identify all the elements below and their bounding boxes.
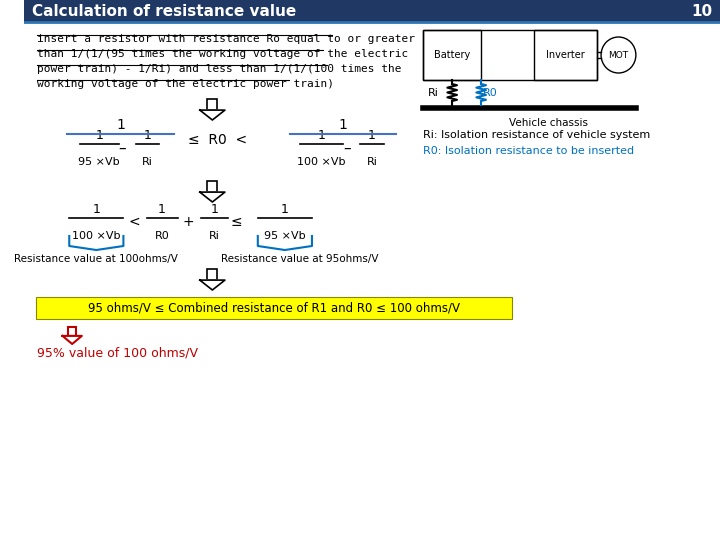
Text: 95 ×Vb: 95 ×Vb [78, 157, 120, 167]
Text: R0: Isolation resistance to be inserted: R0: Isolation resistance to be inserted [423, 146, 634, 156]
Text: 1: 1 [368, 129, 376, 142]
Text: 95 ohms/V ≤ Combined resistance of R1 and R0 ≤ 100 ohms/V: 95 ohms/V ≤ Combined resistance of R1 an… [89, 301, 460, 314]
FancyBboxPatch shape [37, 297, 512, 319]
Text: power train) - 1/Ri) and less than 1/(1/(100 times the: power train) - 1/Ri) and less than 1/(1/… [37, 64, 402, 74]
Text: Vehicle chassis: Vehicle chassis [508, 118, 588, 128]
Bar [68, 327, 76, 336]
Text: 95 ×Vb: 95 ×Vb [264, 231, 306, 241]
Text: Ri: Ri [209, 231, 220, 241]
Text: –: – [343, 140, 351, 156]
Text: 100 ×Vb: 100 ×Vb [72, 231, 120, 241]
Text: +: + [182, 215, 194, 229]
Text: R0: R0 [155, 231, 169, 241]
Text: Ri: Ri [366, 157, 377, 167]
Text: R0: R0 [483, 87, 498, 98]
Text: 1: 1 [318, 129, 325, 142]
Bar [207, 181, 217, 192]
Bar [24, 0, 720, 21]
Text: 1: 1 [210, 203, 218, 216]
Polygon shape [199, 192, 225, 202]
Text: 1: 1 [158, 203, 166, 216]
Text: 10: 10 [691, 3, 712, 18]
Text: Calculation of resistance value: Calculation of resistance value [32, 3, 296, 18]
Text: Battery: Battery [434, 50, 470, 60]
Text: 95% value of 100 ohms/V: 95% value of 100 ohms/V [37, 346, 198, 359]
Bar [207, 269, 217, 280]
Text: 1: 1 [95, 129, 103, 142]
Text: Ri: Ri [142, 157, 153, 167]
Text: Ri: Ri [428, 87, 438, 98]
Bar [423, 30, 481, 80]
Text: Ri: Isolation resistance of vehicle system: Ri: Isolation resistance of vehicle syst… [423, 130, 650, 140]
Text: Resistance value at 100ohms/V: Resistance value at 100ohms/V [14, 254, 179, 264]
Bar [207, 99, 217, 110]
Text: 1: 1 [92, 203, 100, 216]
Text: insert a resistor with resistance Ro equal to or greater: insert a resistor with resistance Ro equ… [37, 34, 415, 44]
Text: –: – [119, 140, 126, 156]
Text: working voltage of the electric power train): working voltage of the electric power tr… [37, 79, 334, 89]
Text: than 1/(1/(95 times the working voltage of the electric: than 1/(1/(95 times the working voltage … [37, 49, 408, 59]
Text: ≤: ≤ [230, 215, 243, 229]
Text: 1: 1 [338, 118, 347, 132]
Bar [423, 30, 597, 80]
Text: 1: 1 [144, 129, 151, 142]
Text: ≤  R0  <: ≤ R0 < [188, 133, 247, 147]
Polygon shape [63, 336, 82, 344]
Text: 1: 1 [116, 118, 125, 132]
Polygon shape [199, 110, 225, 120]
Text: 1: 1 [281, 203, 289, 216]
Text: MOT: MOT [608, 51, 629, 59]
Bar [534, 30, 597, 80]
Text: <: < [128, 215, 140, 229]
Text: 100 ×Vb: 100 ×Vb [297, 157, 346, 167]
Text: Inverter: Inverter [546, 50, 585, 60]
Text: Resistance value at 95ohms/V: Resistance value at 95ohms/V [220, 254, 378, 264]
Polygon shape [199, 280, 225, 290]
